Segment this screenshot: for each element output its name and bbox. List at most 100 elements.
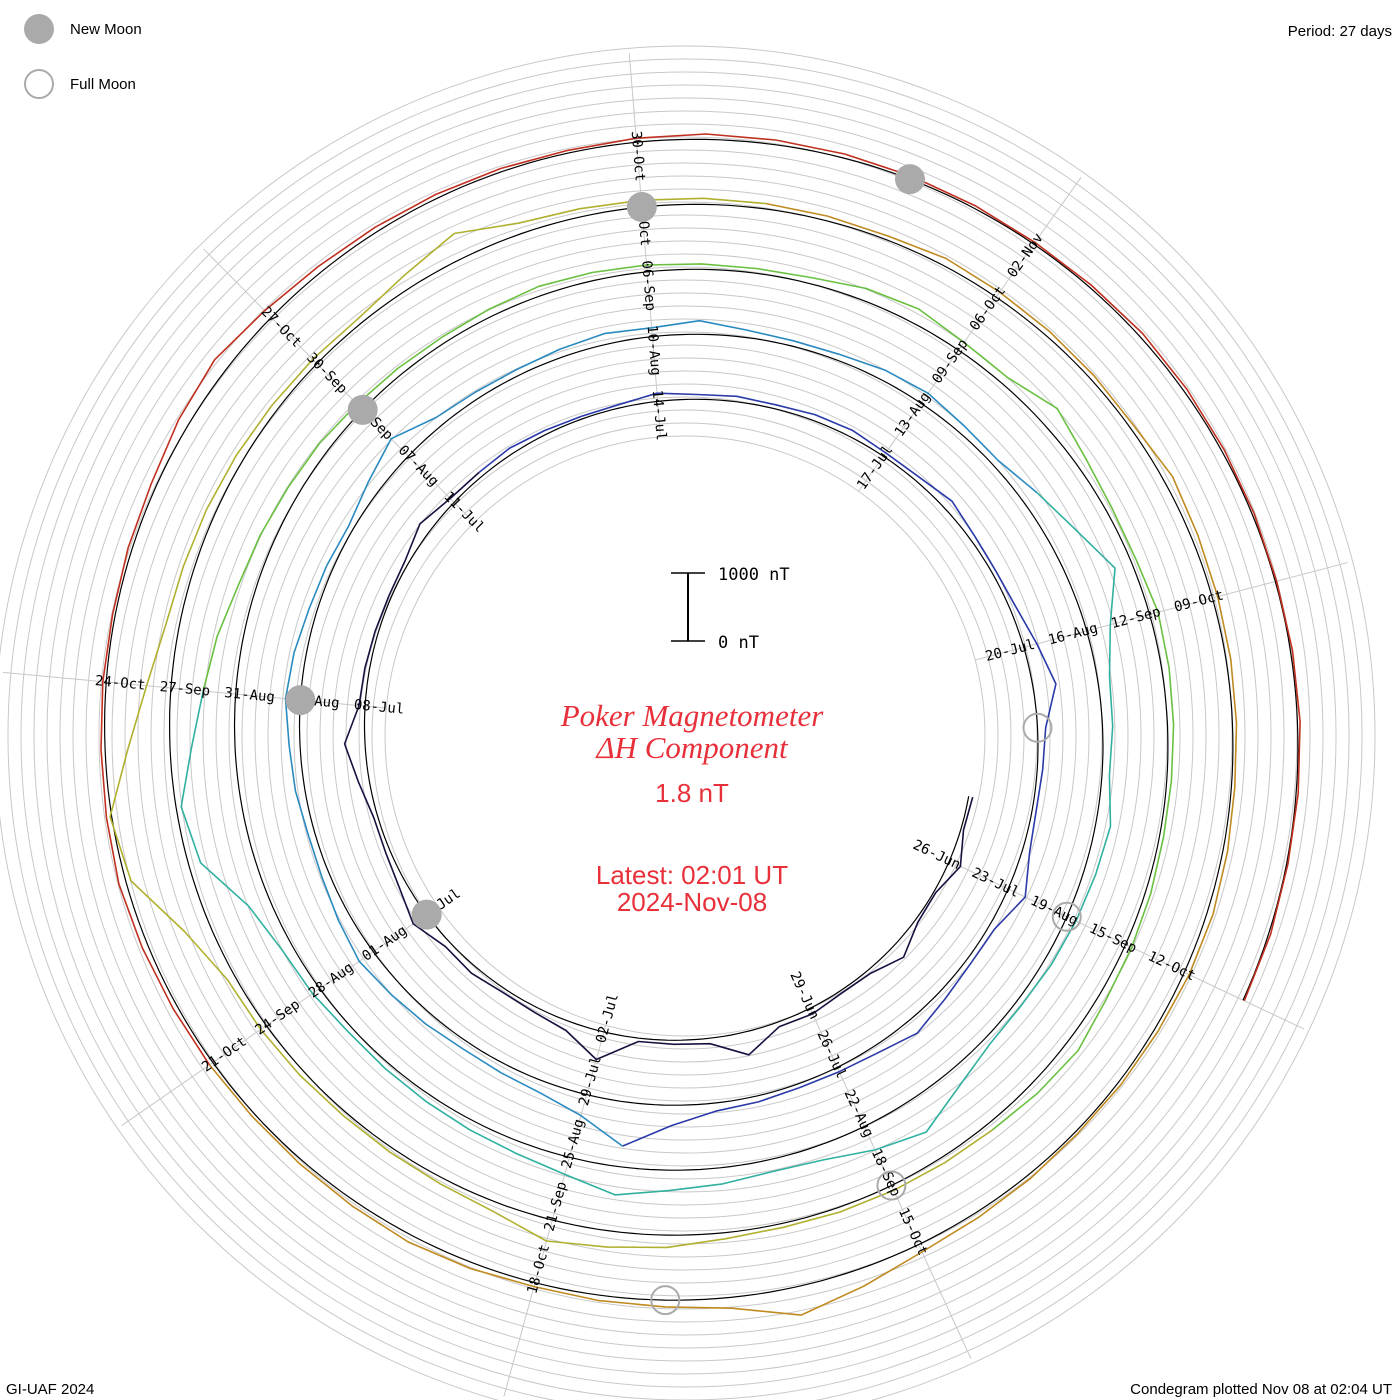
date-tick-label: 26-Jul xyxy=(813,1028,849,1081)
full-moon-marker xyxy=(876,1170,907,1201)
grid-ring xyxy=(33,84,1337,1388)
trace-segment xyxy=(180,492,1116,1196)
grid-ring xyxy=(163,214,1207,1258)
grid-ring xyxy=(332,383,1038,1089)
trace-segment xyxy=(284,319,1038,1147)
scale-bar: 1000 nT 0 nT xyxy=(671,565,790,653)
grid-ring xyxy=(358,409,1012,1063)
latest-time: Latest: 02:01 UT xyxy=(596,860,788,890)
chart-title-block: Poker Magnetometer ΔH Component 1.8 nT L… xyxy=(560,698,824,917)
day-spoke xyxy=(203,248,475,523)
latest-date: 2024-Nov-08 xyxy=(617,887,767,917)
date-tick-label: 15-Sep xyxy=(1087,921,1140,957)
date-tick-label: 12-Oct xyxy=(1145,948,1198,984)
grid-ring xyxy=(7,58,1363,1400)
date-tick-label: 10-Aug xyxy=(643,325,663,377)
chart-title: Poker Magnetometer xyxy=(560,698,824,733)
date-tick-label: 18-Oct xyxy=(524,1243,553,1296)
grid-ring xyxy=(345,396,1025,1076)
full-moon-marker xyxy=(1022,712,1053,743)
date-tick-label: 22-Aug xyxy=(841,1087,877,1140)
grid-ring xyxy=(306,357,1064,1115)
new-moon-marker xyxy=(894,164,925,195)
trace-segment xyxy=(109,197,994,1249)
date-tick-label: 30-Oct xyxy=(628,130,648,182)
date-tick-label: 17-Jul xyxy=(854,442,896,493)
scale-bottom-label: 0 nT xyxy=(718,633,759,653)
date-tick-label: 13-Aug xyxy=(892,389,934,440)
date-tick-label: 21-Sep xyxy=(542,1180,571,1233)
grid-ring xyxy=(20,71,1350,1400)
grid-ring xyxy=(293,344,1077,1128)
baseline-spiral xyxy=(103,138,1299,1301)
grid-ring xyxy=(228,279,1142,1193)
trace-segment xyxy=(100,133,1301,1066)
plotted-label: Condegram plotted Nov 08 at 02:04 UT xyxy=(1130,1381,1392,1398)
grid-ring xyxy=(202,253,1168,1219)
day-spoke xyxy=(628,53,662,438)
grid-ring xyxy=(0,45,1376,1400)
new-moon-marker xyxy=(347,394,378,425)
grid-ring xyxy=(241,292,1129,1180)
grid-ring xyxy=(98,149,1272,1323)
date-tick-label: 31-Aug xyxy=(224,685,276,706)
date-tick-label: 23-Jul xyxy=(969,865,1022,901)
full-moon-marker xyxy=(1051,901,1082,932)
grid-ring xyxy=(111,162,1259,1310)
legend-new-moon: New Moon xyxy=(24,14,142,44)
day-spoke xyxy=(955,863,1305,1030)
date-tick-label: 06-Oct xyxy=(967,283,1009,334)
date-tick-label: 08-Jul xyxy=(353,697,405,718)
date-tick-label: 02-Nov xyxy=(1004,230,1046,281)
scale-top-label: 1000 nT xyxy=(718,565,790,585)
grid-ring xyxy=(85,136,1285,1336)
grid-ring xyxy=(215,266,1155,1206)
day-spoke xyxy=(858,176,1082,492)
new-moon-label: New Moon xyxy=(70,20,142,38)
baseline-spiral-path xyxy=(103,138,1299,1301)
grid-ring xyxy=(384,435,986,1037)
date-tick-label: 09-Sep xyxy=(929,336,971,387)
period-label: Period: 27 days xyxy=(1287,23,1392,40)
day-spoke xyxy=(2,671,387,709)
trace-segment xyxy=(478,392,1057,1147)
grid-ring xyxy=(59,110,1311,1362)
date-tick-label: 24-Oct xyxy=(94,673,146,694)
trace-segment xyxy=(343,471,974,1061)
date-tick-label: 29-Jun xyxy=(786,969,822,1022)
trace-segment xyxy=(202,263,1175,1131)
date-tick-label: 25-Aug xyxy=(559,1117,588,1170)
date-tick-label: 06-Sep xyxy=(638,260,658,312)
date-tick-label: 26-Jun xyxy=(910,837,963,873)
magnetometer-trace xyxy=(100,133,1301,1316)
grid-ring xyxy=(254,305,1116,1167)
day-spoke xyxy=(503,1025,607,1397)
chart-subtitle: ΔH Component xyxy=(594,730,789,765)
date-tick-label: 14-Jul xyxy=(649,389,669,441)
grid-ring xyxy=(124,175,1246,1297)
new-moon-marker xyxy=(626,192,657,223)
full-moon-icon xyxy=(24,69,54,99)
moon-phase-markers xyxy=(285,164,1082,1316)
grid-ring xyxy=(150,201,1220,1271)
full-moon-label: Full Moon xyxy=(70,75,136,93)
grid-ring xyxy=(267,318,1103,1154)
grid-ring xyxy=(280,331,1090,1141)
new-moon-marker xyxy=(285,685,316,716)
grid-ring xyxy=(72,123,1298,1349)
current-value: 1.8 nT xyxy=(655,778,729,808)
day-spoke xyxy=(121,906,439,1127)
date-tick-label: 02-Jul xyxy=(593,992,622,1045)
date-tick-label: 29-Jul xyxy=(576,1055,605,1108)
grid-ring xyxy=(46,97,1324,1375)
ring-grid xyxy=(0,45,1376,1400)
grid-ring xyxy=(189,240,1181,1232)
trace-segment xyxy=(208,202,1238,1316)
grid-ring xyxy=(371,422,999,1050)
credit-label: GI-UAF 2024 xyxy=(6,1381,95,1398)
legend-full-moon: Full Moon xyxy=(24,69,136,99)
date-tick-label: 27-Sep xyxy=(159,679,211,700)
full-moon-marker xyxy=(650,1285,681,1316)
new-moon-marker xyxy=(411,899,442,930)
